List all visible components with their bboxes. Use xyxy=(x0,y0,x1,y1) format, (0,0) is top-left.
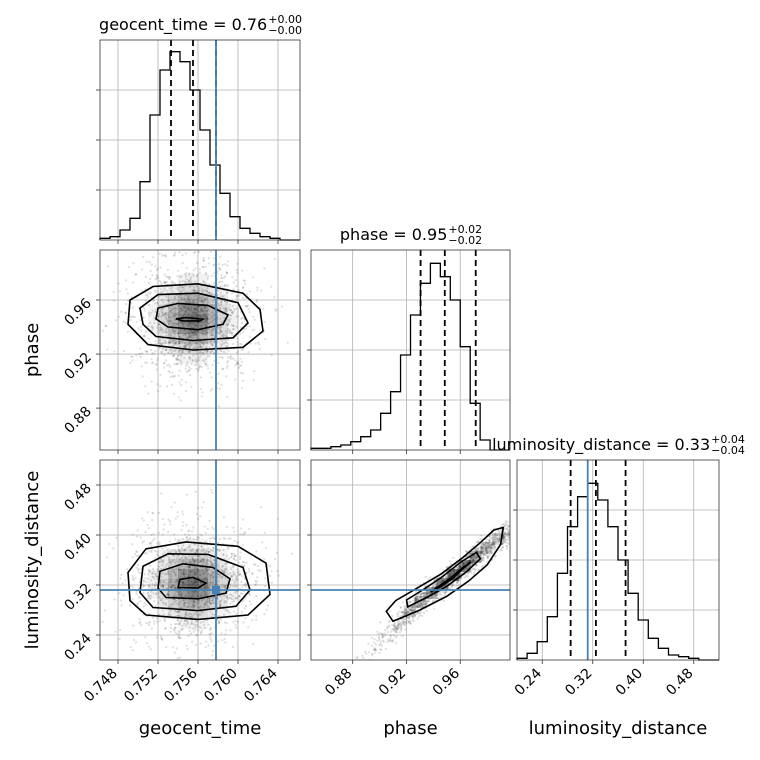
y-tick-label-luminosity_distance: 0.48 xyxy=(61,481,94,514)
pair-panel-geocent_time-luminosity_distance xyxy=(96,459,301,664)
x-tick-label-geocent_time: 0.756 xyxy=(161,665,201,705)
truth-marker xyxy=(212,586,220,594)
hist-panel-phase xyxy=(307,249,511,454)
x-tick-label-luminosity_distance: 0.40 xyxy=(613,666,646,699)
title-main: luminosity_distance = 0.33 xyxy=(492,435,710,455)
contour-level-3 xyxy=(139,292,249,342)
y-tick-label-luminosity_distance: 0.40 xyxy=(61,531,94,564)
title-plus: +0.04 xyxy=(711,433,745,446)
x-tick-label-geocent_time: 0.760 xyxy=(201,666,241,706)
panel-frame xyxy=(310,459,511,661)
contour-level-3 xyxy=(139,552,251,612)
title-plus: +0.02 xyxy=(448,223,482,236)
contour-level-1 xyxy=(430,561,472,593)
y-tick-label-phase: 0.88 xyxy=(61,404,94,437)
contour-level-4 xyxy=(127,282,264,351)
contour-level-1 xyxy=(176,576,208,589)
density-shading xyxy=(148,538,238,629)
y-tick-label-luminosity_distance: 0.32 xyxy=(61,581,94,614)
title-minus: −0.00 xyxy=(268,24,302,37)
pair-panel-phase-luminosity_distance xyxy=(307,459,511,664)
x-axis-label-geocent_time: geocent_time xyxy=(139,718,262,739)
x-axis-label-luminosity_distance: luminosity_distance xyxy=(529,718,708,739)
title-minus: −0.04 xyxy=(711,444,745,457)
hist-panel-geocent_time xyxy=(96,39,301,244)
hist-panel-luminosity_distance xyxy=(513,459,720,664)
panel-frame xyxy=(310,249,511,451)
title-main: geocent_time = 0.76 xyxy=(99,15,267,35)
x-tick-label-geocent_time: 0.748 xyxy=(81,666,121,706)
scatter-samples xyxy=(101,250,289,419)
x-tick-label-phase: 0.92 xyxy=(376,666,409,699)
title-geocent_time: geocent_time = 0.76 +0.00−0.00 xyxy=(99,13,302,37)
pair-inner xyxy=(100,250,300,450)
x-tick-label-geocent_time: 0.752 xyxy=(121,666,161,706)
title-luminosity_distance: luminosity_distance = 0.33 +0.04−0.04 xyxy=(492,433,745,457)
x-tick-label-phase: 0.96 xyxy=(430,665,463,698)
x-tick-label-geocent_time: 0.764 xyxy=(241,665,281,705)
y-axis-label-phase: phase xyxy=(22,323,43,377)
contour-level-2 xyxy=(155,302,230,331)
contour-level-2 xyxy=(157,562,231,600)
histogram-luminosity_distance xyxy=(516,482,719,661)
contour-level-4 xyxy=(127,541,271,621)
pair-panel-geocent_time-phase xyxy=(96,249,301,454)
histogram-phase xyxy=(310,262,510,451)
y-tick-label-phase: 0.92 xyxy=(61,350,94,383)
y-tick-label-luminosity_distance: 0.24 xyxy=(61,630,94,663)
panel-frame xyxy=(516,459,720,661)
x-axis-label-phase: phase xyxy=(383,718,437,739)
contour-level-3 xyxy=(385,526,505,623)
x-tick-label-luminosity_distance: 0.32 xyxy=(562,666,595,699)
pair-inner xyxy=(311,460,510,660)
y-tick-label-phase: 0.96 xyxy=(61,295,94,328)
pair-inner xyxy=(100,460,300,660)
y-axis-label-luminosity_distance: luminosity_distance xyxy=(22,471,43,650)
histogram-geocent_time xyxy=(99,51,300,241)
panel-frame xyxy=(99,39,301,241)
x-tick-label-luminosity_distance: 0.48 xyxy=(663,666,696,699)
panel-frame xyxy=(99,459,301,661)
title-phase: phase = 0.95 +0.02−0.02 xyxy=(340,223,482,247)
x-tick-label-phase: 0.88 xyxy=(322,666,355,699)
title-plus: +0.00 xyxy=(268,13,302,26)
x-tick-label-luminosity_distance: 0.24 xyxy=(512,665,545,698)
contour-level-1 xyxy=(175,316,206,322)
panel-frame xyxy=(99,249,301,451)
title-main: phase = 0.95 xyxy=(340,225,447,244)
title-minus: −0.02 xyxy=(448,234,482,247)
